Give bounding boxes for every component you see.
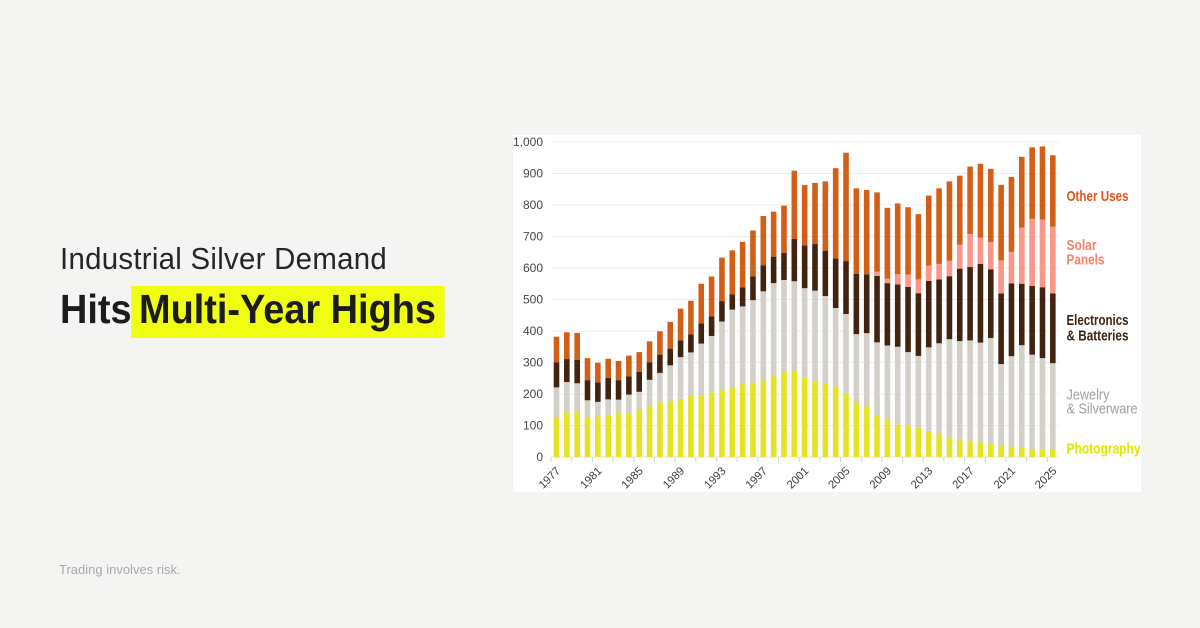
svg-text:800: 800	[523, 198, 543, 212]
svg-text:400: 400	[523, 324, 543, 338]
svg-text:900: 900	[523, 167, 543, 181]
svg-text:Electronics: Electronics	[1067, 312, 1129, 329]
svg-text:100: 100	[523, 419, 543, 433]
svg-text:Jewelry: Jewelry	[1067, 387, 1110, 404]
svg-text:Photography: Photography	[1067, 441, 1142, 458]
svg-text:0: 0	[536, 450, 543, 464]
svg-text:1,000: 1,000	[513, 135, 543, 149]
svg-text:300: 300	[523, 356, 543, 370]
svg-text:1985: 1985	[620, 465, 646, 491]
svg-text:500: 500	[523, 293, 543, 307]
svg-text:1993: 1993	[702, 465, 728, 491]
svg-text:600: 600	[523, 261, 543, 275]
svg-text:1997: 1997	[744, 465, 770, 491]
svg-text:2005: 2005	[826, 465, 852, 491]
svg-text:200: 200	[523, 387, 543, 401]
svg-text:1977: 1977	[537, 465, 563, 491]
svg-text:& Batteries: & Batteries	[1067, 327, 1129, 344]
svg-text:2013: 2013	[909, 465, 935, 491]
svg-text:2009: 2009	[868, 465, 894, 491]
svg-text:Solar: Solar	[1067, 237, 1097, 254]
svg-text:Panels: Panels	[1067, 252, 1105, 269]
svg-text:2001: 2001	[785, 465, 811, 491]
svg-text:1989: 1989	[661, 465, 687, 491]
svg-text:2017: 2017	[950, 465, 976, 491]
svg-text:& Silverware: & Silverware	[1067, 400, 1138, 417]
svg-text:2021: 2021	[992, 465, 1018, 491]
svg-text:700: 700	[523, 230, 543, 244]
svg-text:Other Uses: Other Uses	[1067, 188, 1129, 205]
svg-text:1981: 1981	[578, 465, 604, 491]
svg-text:2025: 2025	[1033, 465, 1059, 491]
